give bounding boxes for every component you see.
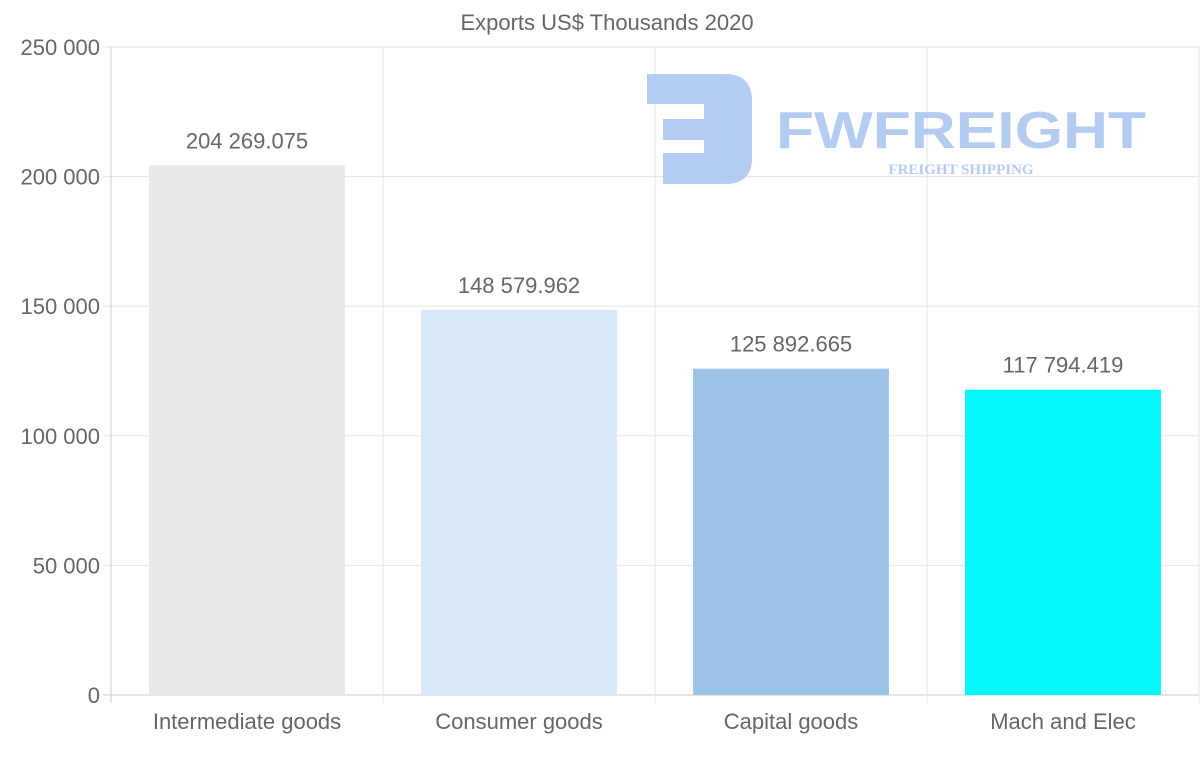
bar-intermediate-goods xyxy=(149,165,345,696)
watermark-tagline: FREIGHT SHIPPING xyxy=(888,162,1033,178)
watermark-logo: FWFREIGHT FREIGHT SHIPPING xyxy=(647,74,1146,184)
y-tick-label: 250 000 xyxy=(20,35,100,60)
y-tick-label: 50 000 xyxy=(33,553,100,578)
data-label: 125 892.665 xyxy=(730,332,852,357)
bar-mach-and-elec xyxy=(965,389,1161,695)
bar-capital-goods xyxy=(693,368,889,695)
y-tick-label: 200 000 xyxy=(20,165,100,190)
data-label: 117 794.419 xyxy=(1003,353,1124,378)
bar-consumer-goods xyxy=(421,309,617,695)
bars xyxy=(149,165,1161,696)
logo-mark-icon xyxy=(647,74,752,184)
x-tick-label: Capital goods xyxy=(724,709,859,734)
y-tick-label: 100 000 xyxy=(20,424,100,449)
data-label: 148 579.962 xyxy=(458,273,580,298)
labels: 0 50 000 100 000 150 000 200 000 250 000 204 2… xyxy=(20,35,1135,734)
x-tick-label: Intermediate goods xyxy=(153,709,341,734)
y-tick-label: 150 000 xyxy=(20,294,100,319)
data-label: 204 269.075 xyxy=(186,129,308,154)
y-tick-label: 0 xyxy=(88,683,100,708)
chart-title: Exports US$ Thousands 2020 xyxy=(460,10,753,35)
watermark-brand: FWFREIGHT xyxy=(776,102,1146,160)
x-tick-label: Mach and Elec xyxy=(990,709,1136,734)
x-tick-label: Consumer goods xyxy=(435,709,603,734)
